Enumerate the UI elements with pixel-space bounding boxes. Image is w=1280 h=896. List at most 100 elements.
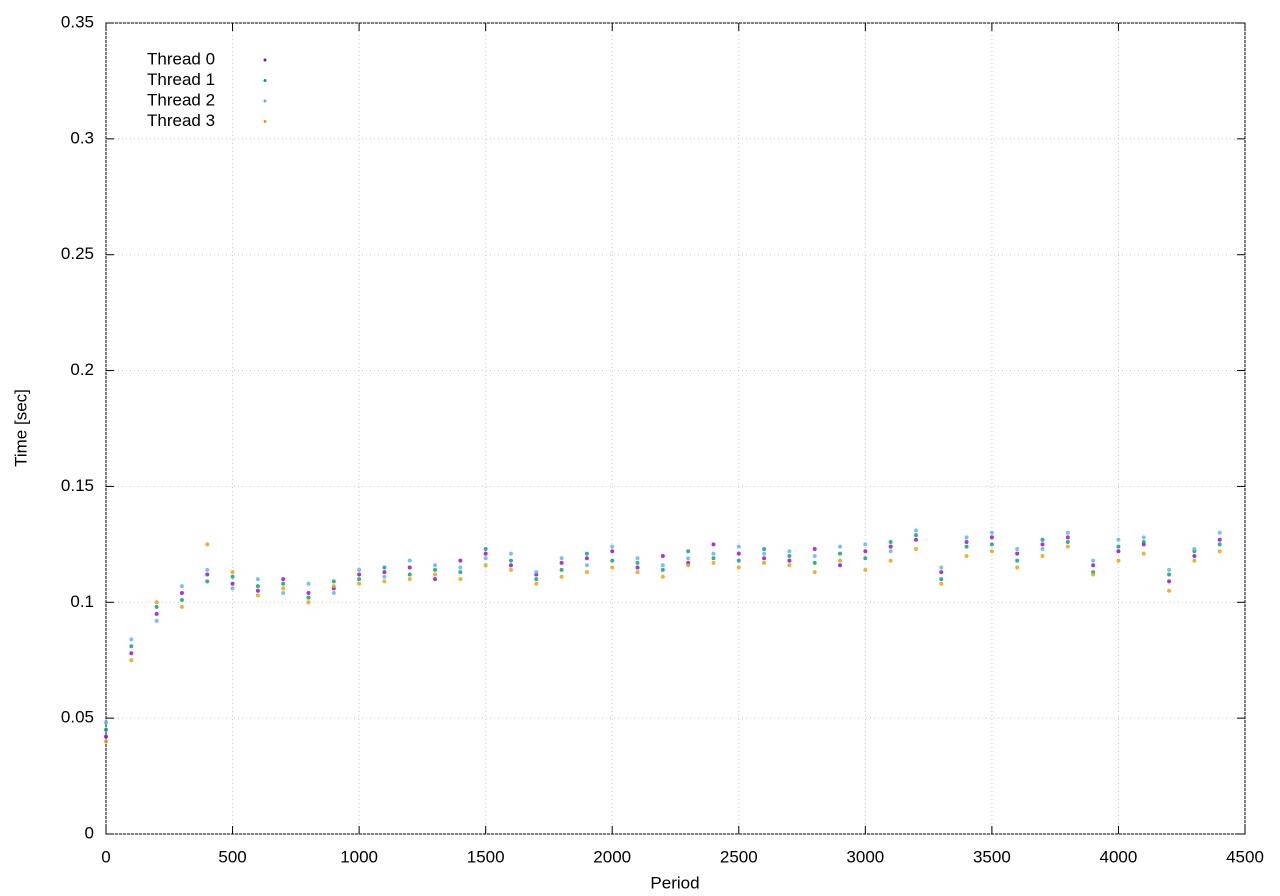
- point: [838, 551, 843, 556]
- x-tick-label: 1000: [340, 847, 378, 866]
- point: [230, 570, 235, 575]
- point: [483, 551, 488, 556]
- point: [205, 542, 210, 547]
- point: [989, 549, 994, 554]
- point: [964, 535, 969, 540]
- y-tick-label: 0.05: [61, 708, 94, 727]
- point: [584, 570, 589, 575]
- legend-marker: [263, 99, 267, 103]
- point: [534, 577, 539, 582]
- point: [154, 611, 159, 616]
- point: [787, 549, 792, 554]
- x-tick-label: 3000: [846, 847, 884, 866]
- point: [1167, 572, 1172, 577]
- point: [711, 560, 716, 565]
- point: [1091, 572, 1096, 577]
- point: [812, 570, 817, 575]
- point: [812, 546, 817, 551]
- point: [559, 560, 564, 565]
- point: [686, 563, 691, 568]
- point: [863, 542, 868, 547]
- point: [357, 567, 362, 572]
- point: [508, 563, 513, 568]
- point: [989, 530, 994, 535]
- point: [863, 567, 868, 572]
- point: [1141, 535, 1146, 540]
- point: [1167, 567, 1172, 572]
- point: [989, 542, 994, 547]
- point: [433, 563, 438, 568]
- point: [104, 734, 108, 739]
- point: [584, 556, 589, 561]
- point: [382, 579, 387, 584]
- point: [382, 570, 387, 575]
- point: [762, 546, 767, 551]
- point: [508, 567, 513, 572]
- point: [1040, 553, 1045, 558]
- point: [357, 581, 362, 586]
- point: [281, 581, 286, 586]
- x-tick-label: 2500: [720, 847, 758, 866]
- point: [939, 570, 944, 575]
- point: [610, 565, 615, 570]
- point: [686, 549, 691, 554]
- point: [281, 586, 286, 591]
- point: [331, 579, 336, 584]
- point: [205, 579, 210, 584]
- legend-label: Thread 3: [147, 111, 215, 130]
- point: [711, 542, 716, 547]
- point: [711, 556, 716, 561]
- point: [1015, 558, 1020, 563]
- point: [255, 584, 260, 589]
- point: [1040, 537, 1045, 542]
- point: [154, 618, 159, 623]
- point: [1091, 563, 1096, 568]
- point: [1091, 558, 1096, 563]
- point: [129, 658, 134, 663]
- point: [989, 535, 994, 540]
- point: [407, 565, 412, 570]
- point: [508, 558, 513, 563]
- point: [610, 544, 615, 549]
- point: [1015, 565, 1020, 570]
- point: [1217, 549, 1222, 554]
- point: [1217, 530, 1222, 535]
- point: [838, 544, 843, 549]
- x-tick-label: 2000: [593, 847, 631, 866]
- x-tick-label: 4000: [1100, 847, 1138, 866]
- legend-label: Thread 1: [147, 70, 215, 89]
- point: [1192, 558, 1197, 563]
- point: [812, 553, 817, 558]
- point: [433, 567, 438, 572]
- point: [762, 551, 767, 556]
- point: [255, 588, 260, 593]
- point: [1192, 553, 1197, 558]
- point: [281, 591, 286, 596]
- point: [230, 586, 235, 591]
- point: [230, 574, 235, 579]
- point: [331, 591, 336, 596]
- point: [306, 600, 311, 605]
- point: [736, 565, 741, 570]
- point: [179, 591, 184, 596]
- point: [711, 551, 716, 556]
- legend-label: Thread 0: [147, 49, 215, 68]
- point: [888, 549, 893, 554]
- point: [407, 577, 412, 582]
- x-tick-label: 1500: [467, 847, 505, 866]
- point: [939, 581, 944, 586]
- point: [610, 549, 615, 554]
- y-tick-label: 0.25: [61, 244, 94, 263]
- point: [129, 637, 134, 642]
- point: [1065, 544, 1070, 549]
- point: [306, 595, 311, 600]
- point: [913, 533, 918, 538]
- point: [1167, 588, 1172, 593]
- point: [306, 591, 311, 596]
- point: [129, 651, 134, 656]
- point: [1192, 546, 1197, 551]
- point: [104, 720, 108, 725]
- point: [660, 574, 665, 579]
- point: [964, 553, 969, 558]
